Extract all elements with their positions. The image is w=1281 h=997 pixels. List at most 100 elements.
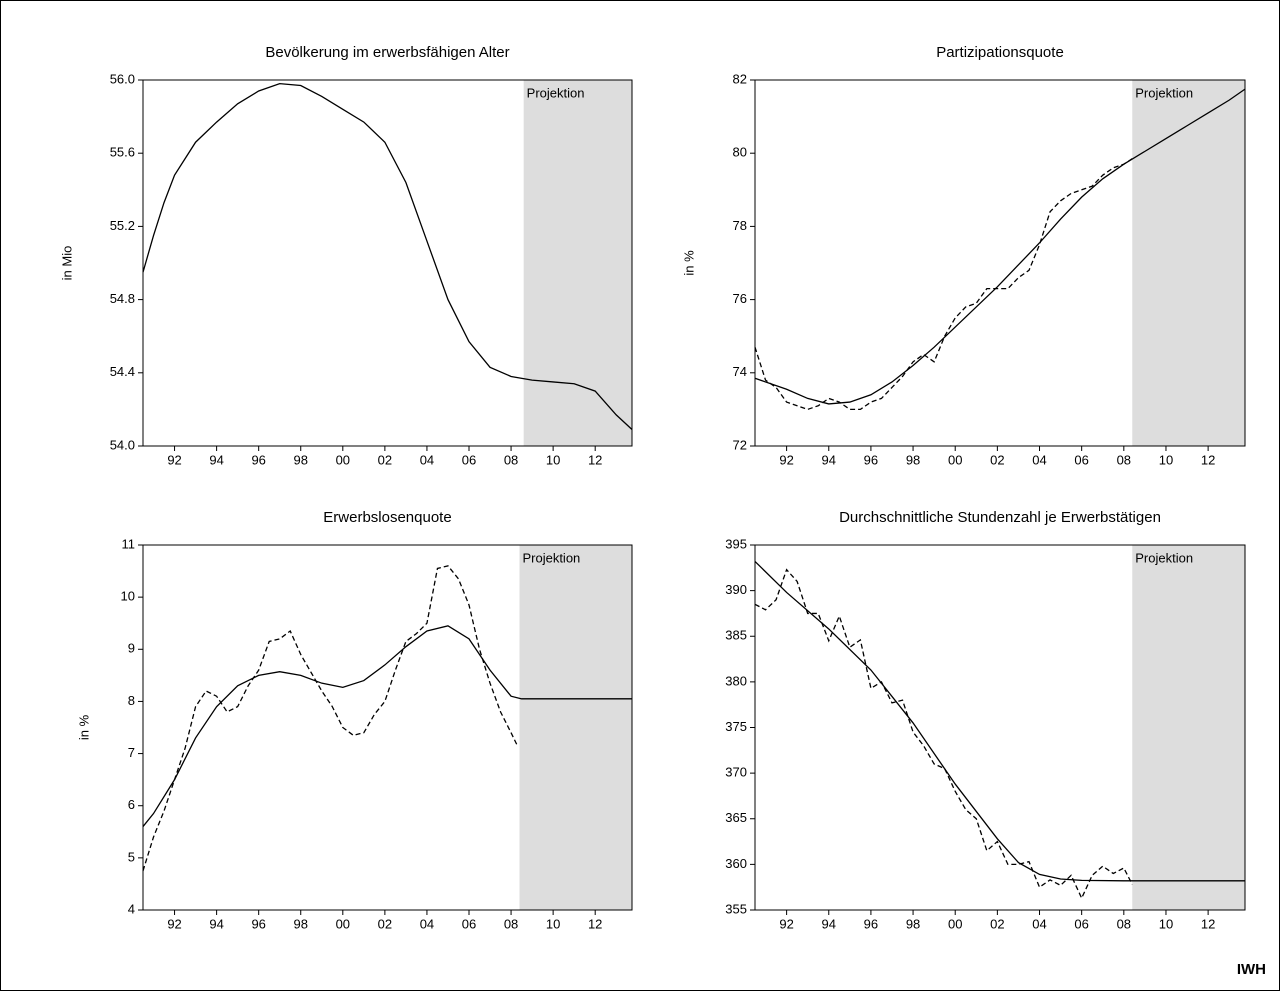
x-tick-label: 10 (546, 916, 560, 931)
x-tick-label: 94 (209, 452, 223, 467)
x-tick-label: 96 (864, 916, 878, 931)
y-tick-label: 375 (725, 719, 747, 734)
projection-label: Projektion (1135, 550, 1193, 565)
y-tick-label: 365 (725, 810, 747, 825)
x-tick-label: 10 (1159, 916, 1173, 931)
y-tick-label: 370 (725, 765, 747, 780)
x-tick-label: 00 (948, 916, 962, 931)
line-series (142, 83, 633, 431)
y-tick-label: 80 (733, 145, 747, 160)
projection-label: Projektion (1135, 85, 1193, 100)
x-tick-label: 02 (990, 916, 1004, 931)
x-tick-label: 06 (462, 916, 476, 931)
line-series (754, 568, 1133, 900)
y-tick-label: 11 (122, 536, 136, 551)
y-tick-label: 78 (733, 218, 747, 233)
x-tick-label: 06 (1074, 916, 1088, 931)
projection-label: Projektion (527, 85, 585, 100)
x-tick-label: 98 (294, 452, 308, 467)
line-series (754, 158, 1133, 411)
x-tick-label: 12 (588, 916, 602, 931)
x-tick-label: 92 (779, 916, 793, 931)
x-tick-label: 02 (378, 916, 392, 931)
y-tick-label: 4 (128, 901, 135, 916)
y-tick-label: 385 (725, 628, 747, 643)
y-tick-label: 390 (725, 582, 747, 597)
x-tick-label: 92 (167, 452, 181, 467)
projection-label: Projektion (522, 550, 580, 565)
plot-frame (754, 544, 1246, 911)
projection-area (519, 545, 632, 910)
x-tick-label: 96 (251, 452, 265, 467)
y-tick-label: 56.0 (110, 71, 135, 86)
plot-frame (142, 544, 633, 911)
projection-area (523, 80, 632, 446)
x-tick-label: 08 (1117, 452, 1131, 467)
x-tick-label: 00 (336, 916, 350, 931)
x-tick-label: 92 (167, 916, 181, 931)
footer: IWH (1237, 961, 1266, 978)
y-tick-label: 76 (733, 291, 747, 306)
x-tick-label: 04 (1032, 916, 1046, 931)
chart-title: Partizipationsquote (936, 44, 1064, 61)
y-tick-label: 54.4 (110, 364, 135, 379)
y-tick-label: 5 (128, 849, 135, 864)
y-tick-label: 6 (128, 797, 135, 812)
x-tick-label: 12 (588, 452, 602, 467)
x-tick-label: 02 (990, 452, 1004, 467)
y-tick-label: 55.2 (110, 218, 135, 233)
plot-frame (754, 79, 1246, 447)
y-tick-label: 82 (733, 71, 747, 86)
y-tick-label: 7 (128, 745, 135, 760)
x-tick-label: 94 (209, 916, 223, 931)
x-tick-label: 02 (378, 452, 392, 467)
y-tick-label: 55.6 (110, 145, 135, 160)
line-series (754, 88, 1246, 405)
x-tick-label: 10 (546, 452, 560, 467)
y-tick-label: 54.8 (110, 291, 135, 306)
x-tick-label: 98 (906, 916, 920, 931)
y-axis-label: in % (76, 714, 91, 740)
x-tick-label: 00 (336, 452, 350, 467)
x-tick-label: 06 (1074, 452, 1088, 467)
y-tick-label: 9 (128, 641, 135, 656)
projection-area (1132, 80, 1245, 446)
x-tick-label: 00 (948, 452, 962, 467)
y-tick-label: 10 (121, 589, 135, 604)
x-tick-label: 96 (251, 916, 265, 931)
x-tick-label: 94 (822, 916, 836, 931)
y-tick-label: 395 (725, 536, 747, 551)
x-tick-label: 04 (420, 916, 434, 931)
line-series (142, 625, 632, 827)
y-axis-label: in Mio (59, 246, 74, 281)
x-tick-label: 04 (420, 452, 434, 467)
plot-frame (142, 79, 633, 447)
x-tick-label: 98 (294, 916, 308, 931)
chart-title: Bevölkerung im erwerbsfähigen Alter (265, 44, 509, 61)
x-tick-label: 98 (906, 452, 920, 467)
y-tick-label: 360 (725, 856, 747, 871)
line-series (754, 560, 1245, 882)
y-tick-label: 74 (733, 364, 747, 379)
x-tick-label: 12 (1201, 452, 1215, 467)
y-tick-label: 54.0 (110, 437, 135, 452)
x-tick-label: 96 (864, 452, 878, 467)
y-tick-label: 380 (725, 673, 747, 688)
y-tick-label: 72 (733, 437, 747, 452)
x-tick-label: 08 (504, 916, 518, 931)
line-series (142, 565, 518, 872)
x-tick-label: 08 (1117, 916, 1131, 931)
chart-title: Durchschnittliche Stundenzahl je Erwerbs… (839, 509, 1161, 526)
projection-area (1132, 545, 1245, 910)
y-tick-label: 355 (725, 901, 747, 916)
y-axis-label: in % (681, 250, 696, 276)
x-tick-label: 06 (462, 452, 476, 467)
x-tick-label: 08 (504, 452, 518, 467)
chart-title: Erwerbslosenquote (323, 509, 451, 526)
x-tick-label: 12 (1201, 916, 1215, 931)
x-tick-label: 10 (1159, 452, 1173, 467)
y-tick-label: 8 (128, 693, 135, 708)
x-tick-label: 94 (822, 452, 836, 467)
